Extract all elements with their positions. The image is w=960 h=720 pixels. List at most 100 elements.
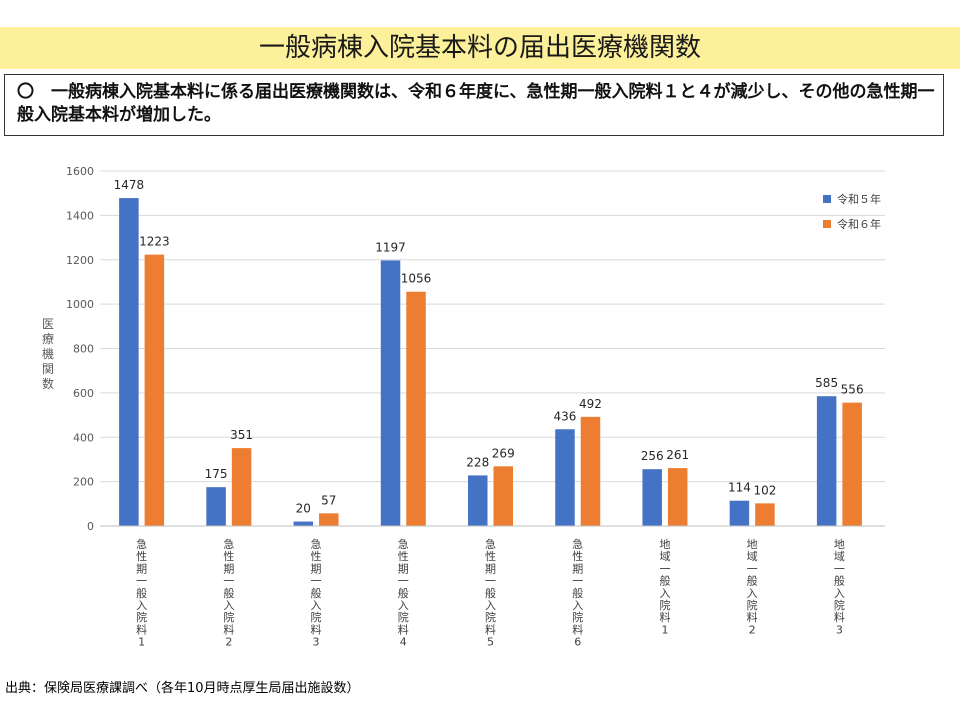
summary-text: 〇 一般病棟入院基本料に係る届出医療機関数は、令和６年度に、急性期一般入院料１と… (17, 82, 935, 125)
x-tick-label-char: 性 (572, 549, 583, 563)
x-tick-label-char: 期 (311, 562, 322, 575)
y-axis-label-char: 数 (42, 376, 54, 391)
x-tick-label-char: 急 (485, 537, 496, 551)
x-tick-label-char: 一 (136, 575, 147, 588)
data-label: 1478 (114, 178, 145, 192)
x-tick-label-char: 2 (225, 636, 232, 649)
x-tick-label-char: 入 (223, 599, 234, 612)
x-tick-label-char: 一 (223, 575, 234, 588)
x-tick-label-char: 地 (834, 538, 845, 551)
x-tick-label-char: 料 (398, 622, 409, 636)
x-tick-label-char: 料 (747, 610, 758, 624)
x-tick-label-char: 期 (485, 562, 496, 575)
title-band: 一般病棟入院基本料の届出医療機関数 (0, 27, 960, 69)
y-tick-label: 600 (73, 387, 94, 400)
source-note: 出典：保険局医療課調べ（各年10月時点厚生局届出施設数） (5, 681, 360, 696)
bar (468, 475, 488, 526)
x-tick-label-char: 1 (661, 623, 668, 636)
data-label: 585 (815, 376, 838, 390)
x-tick-label-char: 院 (136, 610, 147, 624)
x-tick-label-char: 性 (223, 549, 234, 563)
y-tick-label: 1200 (66, 254, 94, 267)
bar (319, 513, 339, 526)
x-tick-label-char: 急 (136, 537, 147, 551)
y-axis-label-char: 療 (42, 332, 54, 346)
x-tick-label-char: 性 (398, 549, 409, 563)
x-tick-label-char: 期 (223, 562, 234, 575)
legend-label: 令和６年 (837, 217, 881, 231)
x-tick-label-char: 般 (223, 587, 234, 600)
x-tick-label-char: 地 (747, 538, 758, 551)
x-tick-label-char: 2 (749, 623, 756, 636)
x-tick-label-char: 入 (834, 587, 845, 600)
chart-container: 0 200 400 600 800 1000 1200 1400 1600 医療機関数 1478 12… (0, 150, 960, 670)
bar (293, 521, 314, 526)
x-tick-label-char: 院 (398, 610, 409, 624)
x-tick-label-char: 院 (311, 610, 322, 624)
bar (642, 469, 662, 526)
x-tick-label-char: 域 (747, 550, 758, 563)
bar (406, 291, 426, 526)
x-tick-label-char: 6 (574, 636, 581, 649)
x-tick-label-char: 入 (747, 587, 758, 600)
data-label: 175 (205, 467, 228, 481)
x-tick-label-char: 料 (834, 610, 845, 624)
x-tick-label-char: 1 (138, 636, 145, 649)
x-tick-label-char: 般 (485, 587, 496, 600)
x-tick-label-char: 料 (223, 622, 234, 636)
x-tick-label-char: 期 (136, 562, 147, 575)
bar (231, 448, 252, 526)
x-tick-label-char: 性 (136, 549, 147, 563)
data-label: 1056 (401, 272, 432, 286)
data-label: 228 (466, 455, 489, 469)
x-tick-label-char: 域 (659, 550, 670, 563)
page-title: 一般病棟入院基本料の届出医療機関数 (258, 33, 701, 63)
x-tick-label-char: 5 (487, 636, 494, 649)
x-tick-label-char: 急 (223, 537, 234, 551)
bar (119, 198, 139, 526)
data-label: 351 (230, 428, 253, 442)
y-axis-label-char: 医 (42, 317, 54, 331)
bar (667, 468, 688, 526)
y-axis-label-char: 機 (42, 346, 54, 361)
x-tick-label-char: 期 (572, 562, 583, 575)
legend-swatch (823, 195, 831, 203)
y-tick-label: 0 (87, 520, 94, 533)
x-tick-label-char: 般 (311, 587, 322, 600)
summary-box: 〇 一般病棟入院基本料に係る届出医療機関数は、令和６年度に、急性期一般入院料１と… (4, 74, 944, 136)
x-tick-label-char: 料 (136, 622, 147, 636)
x-tick-label-char: 院 (747, 598, 758, 612)
x-tick-label-char: 般 (398, 587, 409, 600)
x-tick-label-char: 期 (398, 562, 409, 575)
x-tick-label-char: 域 (834, 550, 845, 563)
x-tick-label-char: 3 (836, 623, 843, 636)
data-label: 57 (321, 493, 336, 507)
x-tick-label-char: 料 (311, 622, 322, 636)
data-label: 20 (296, 502, 311, 516)
bar-chart: 02004006008001000120014001600医療機関数147812… (42, 165, 885, 649)
x-tick-label-char: 一 (747, 562, 758, 575)
legend-swatch (823, 220, 831, 228)
data-label: 1223 (139, 235, 170, 249)
y-tick-label: 400 (73, 431, 94, 444)
x-tick-label-char: 般 (834, 575, 845, 588)
x-tick-label-char: 入 (398, 599, 409, 612)
bar (380, 260, 401, 526)
x-tick-label-char: 4 (400, 636, 407, 649)
bar (580, 416, 601, 526)
x-tick-label-char: 院 (834, 598, 845, 612)
data-label: 102 (753, 483, 776, 497)
y-tick-label: 200 (73, 476, 94, 489)
x-tick-label-char: 料 (485, 622, 496, 636)
x-tick-label-char: 般 (572, 587, 583, 600)
legend-label: 令和５年 (837, 192, 881, 206)
x-tick-label-char: 入 (572, 599, 583, 612)
bar (842, 402, 862, 526)
data-label: 556 (841, 383, 864, 397)
x-tick-label-char: 入 (311, 599, 322, 612)
x-tick-label-char: 般 (747, 575, 758, 588)
x-tick-label-char: 一 (834, 562, 845, 575)
x-tick-label-char: 入 (659, 587, 670, 600)
data-label: 269 (492, 446, 515, 460)
x-tick-label-char: 急 (398, 537, 409, 551)
